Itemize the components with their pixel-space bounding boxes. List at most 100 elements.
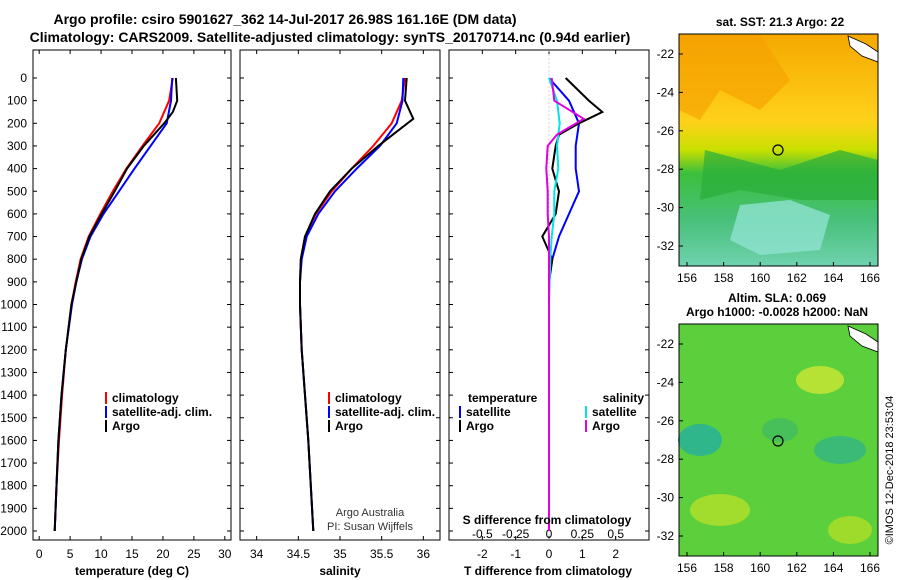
depth-tick-label: 1900 — [0, 501, 27, 515]
salinity-axis-label: salinity — [319, 564, 361, 578]
lon-tick-label: 160 — [750, 561, 770, 575]
depth-tick-label: 700 — [7, 230, 27, 244]
sla-blob — [678, 424, 722, 456]
legend-label-temp-satellite: satellite — [466, 405, 511, 419]
depth-tick-label: 1100 — [1, 320, 27, 334]
x-tick-label: 20 — [156, 547, 170, 561]
depth-tick-label: 100 — [7, 94, 27, 108]
lon-tick-label: 164 — [823, 271, 843, 285]
depth-tick-label: 300 — [7, 139, 27, 153]
depth-tick-label: 1500 — [0, 411, 27, 425]
depth-tick-label: 500 — [7, 184, 27, 198]
legend-label-climatology: climatology — [335, 391, 402, 405]
x-tick-label: 1 — [579, 547, 586, 561]
salinity-panel-frame — [239, 49, 441, 541]
x-tick-label: 30 — [218, 547, 232, 561]
x-tick-label: 34 — [250, 547, 264, 561]
sst-map: sat. SST: 21.3 Argo: 22 156 158 160 162 164 1… — [657, 15, 881, 285]
temperature-panel-frame — [32, 49, 232, 541]
lat-tick-label: -32 — [657, 529, 675, 543]
x-tick-label: 35.5 — [370, 547, 394, 561]
series-line-salinity-argo — [545, 77, 586, 531]
lat-tick-label: -30 — [657, 491, 675, 505]
temperature-plot: 0 5 10 15 20 25 30 — [33, 50, 232, 561]
x-tick-label: 25 — [187, 547, 201, 561]
lat-tick-label: -28 — [657, 162, 675, 176]
series-line-satellite-adj-clim- — [299, 77, 405, 532]
lat-tick-label: -22 — [657, 337, 675, 351]
series-line-temperature-argo — [541, 77, 605, 531]
lat-tick-label: -26 — [657, 124, 675, 138]
sst-green-band — [700, 150, 878, 200]
x-tick-label: -1 — [510, 547, 521, 561]
s-diff-tick-label: -0.5 — [472, 527, 493, 541]
s-diff-tick-label: 0.25 — [571, 527, 595, 541]
x-tick-label: 34.5 — [287, 547, 311, 561]
lat-tick-label: -26 — [657, 414, 675, 428]
series-line-argo — [299, 77, 415, 532]
s-difference-axis-label: S difference from climatology — [463, 513, 632, 527]
sla-blob — [762, 418, 798, 442]
sst-map-ticks: 156 158 160 162 164 166 -22 -24 -26 -28 -30 -32 — [657, 47, 881, 285]
argo-location-marker — [772, 144, 784, 156]
depth-tick-label: 1000 — [0, 298, 27, 312]
depth-tick-label: 400 — [7, 162, 27, 176]
depth-tick-label: 800 — [7, 252, 27, 266]
x-tick-label: 15 — [125, 547, 139, 561]
sla-blob — [690, 494, 750, 526]
sst-warm-patch — [679, 34, 790, 120]
legend-label-argo: Argo — [112, 419, 140, 433]
series-line-temperature-satellite — [548, 77, 581, 531]
legend-label-argo: Argo — [335, 419, 363, 433]
x-tick-label: 2 — [612, 547, 619, 561]
lat-tick-label: -24 — [657, 375, 675, 389]
temperature-axis-label: temperature (deg C) — [75, 564, 189, 578]
lon-tick-label: 156 — [677, 271, 697, 285]
sla-map-title-line2: Argo h1000: -0.0028 h2000: NaN — [686, 305, 868, 319]
depth-tick-label: 1600 — [0, 433, 27, 447]
depth-tick-label: 0 — [20, 71, 27, 85]
lon-tick-label: 166 — [860, 271, 880, 285]
difference-plot: -2 -1 0 1 2-0.5 -0.25 0 0.25 0.5 — [449, 50, 649, 561]
lat-tick-label: -24 — [657, 85, 675, 99]
series-line-salinity-satellite — [548, 77, 561, 531]
lat-tick-label: -30 — [657, 201, 675, 215]
series-line-argo — [53, 77, 179, 532]
depth-tick-label: 2000 — [0, 524, 27, 538]
lat-tick-label: -28 — [657, 452, 675, 466]
sla-blob — [796, 366, 844, 394]
s-diff-tick-label: -0.25 — [502, 527, 530, 541]
sla-map-title-line1: Altim. SLA: 0.069 — [728, 291, 826, 305]
legend-label-sal-satellite: satellite — [592, 405, 637, 419]
credit-line-2: PI: Susan Wijffels — [327, 521, 413, 533]
depth-tick-label: 1400 — [0, 388, 27, 402]
chart-title-line1: Argo profile: csiro 5901627_362 14-Jul-2… — [53, 11, 517, 27]
x-tick-label: 0 — [36, 547, 43, 561]
salinity-plot: 34 34.5 35 35.5 36 — [240, 50, 440, 561]
sst-map-frame — [678, 33, 879, 267]
s-diff-tick-label: 0.5 — [607, 527, 624, 541]
x-tick-label: 0 — [546, 547, 553, 561]
depth-tick-label: 1300 — [0, 365, 27, 379]
lon-tick-label: 166 — [860, 561, 880, 575]
lon-tick-label: 164 — [823, 561, 843, 575]
temperature-legend: climatology satellite-adj. clim. Argo — [105, 391, 212, 433]
legend-label-climatology: climatology — [112, 391, 179, 405]
depth-tick-label: 600 — [7, 207, 27, 221]
sst-map-title: sat. SST: 21.3 Argo: 22 — [716, 15, 845, 29]
x-tick-label: 5 — [67, 547, 74, 561]
sst-cool-patch — [730, 200, 830, 255]
credit-line-1: Argo Australia — [336, 507, 405, 519]
depth-axis: 0 100 200 300 400 500 600 700 800 900 1000 1100 1200… — [0, 71, 27, 538]
lon-tick-label: 160 — [750, 271, 770, 285]
side-credit: ©IMOS 12-Dec-2018 23:53:04 — [884, 396, 896, 545]
difference-legend: temperature satellite Argo salinity sate… — [459, 391, 644, 433]
sla-blob — [828, 516, 872, 544]
legend-label-sal-argo: Argo — [592, 419, 620, 433]
sla-map-ticks: 156 158 160 162 164 166 -22 -24 -26 -28 -30 -32 — [657, 337, 881, 575]
depth-tick-label: 1800 — [0, 479, 27, 493]
sla-blob — [814, 436, 866, 464]
depth-tick-label: 900 — [7, 275, 27, 289]
legend-label-temp-argo: Argo — [466, 419, 494, 433]
